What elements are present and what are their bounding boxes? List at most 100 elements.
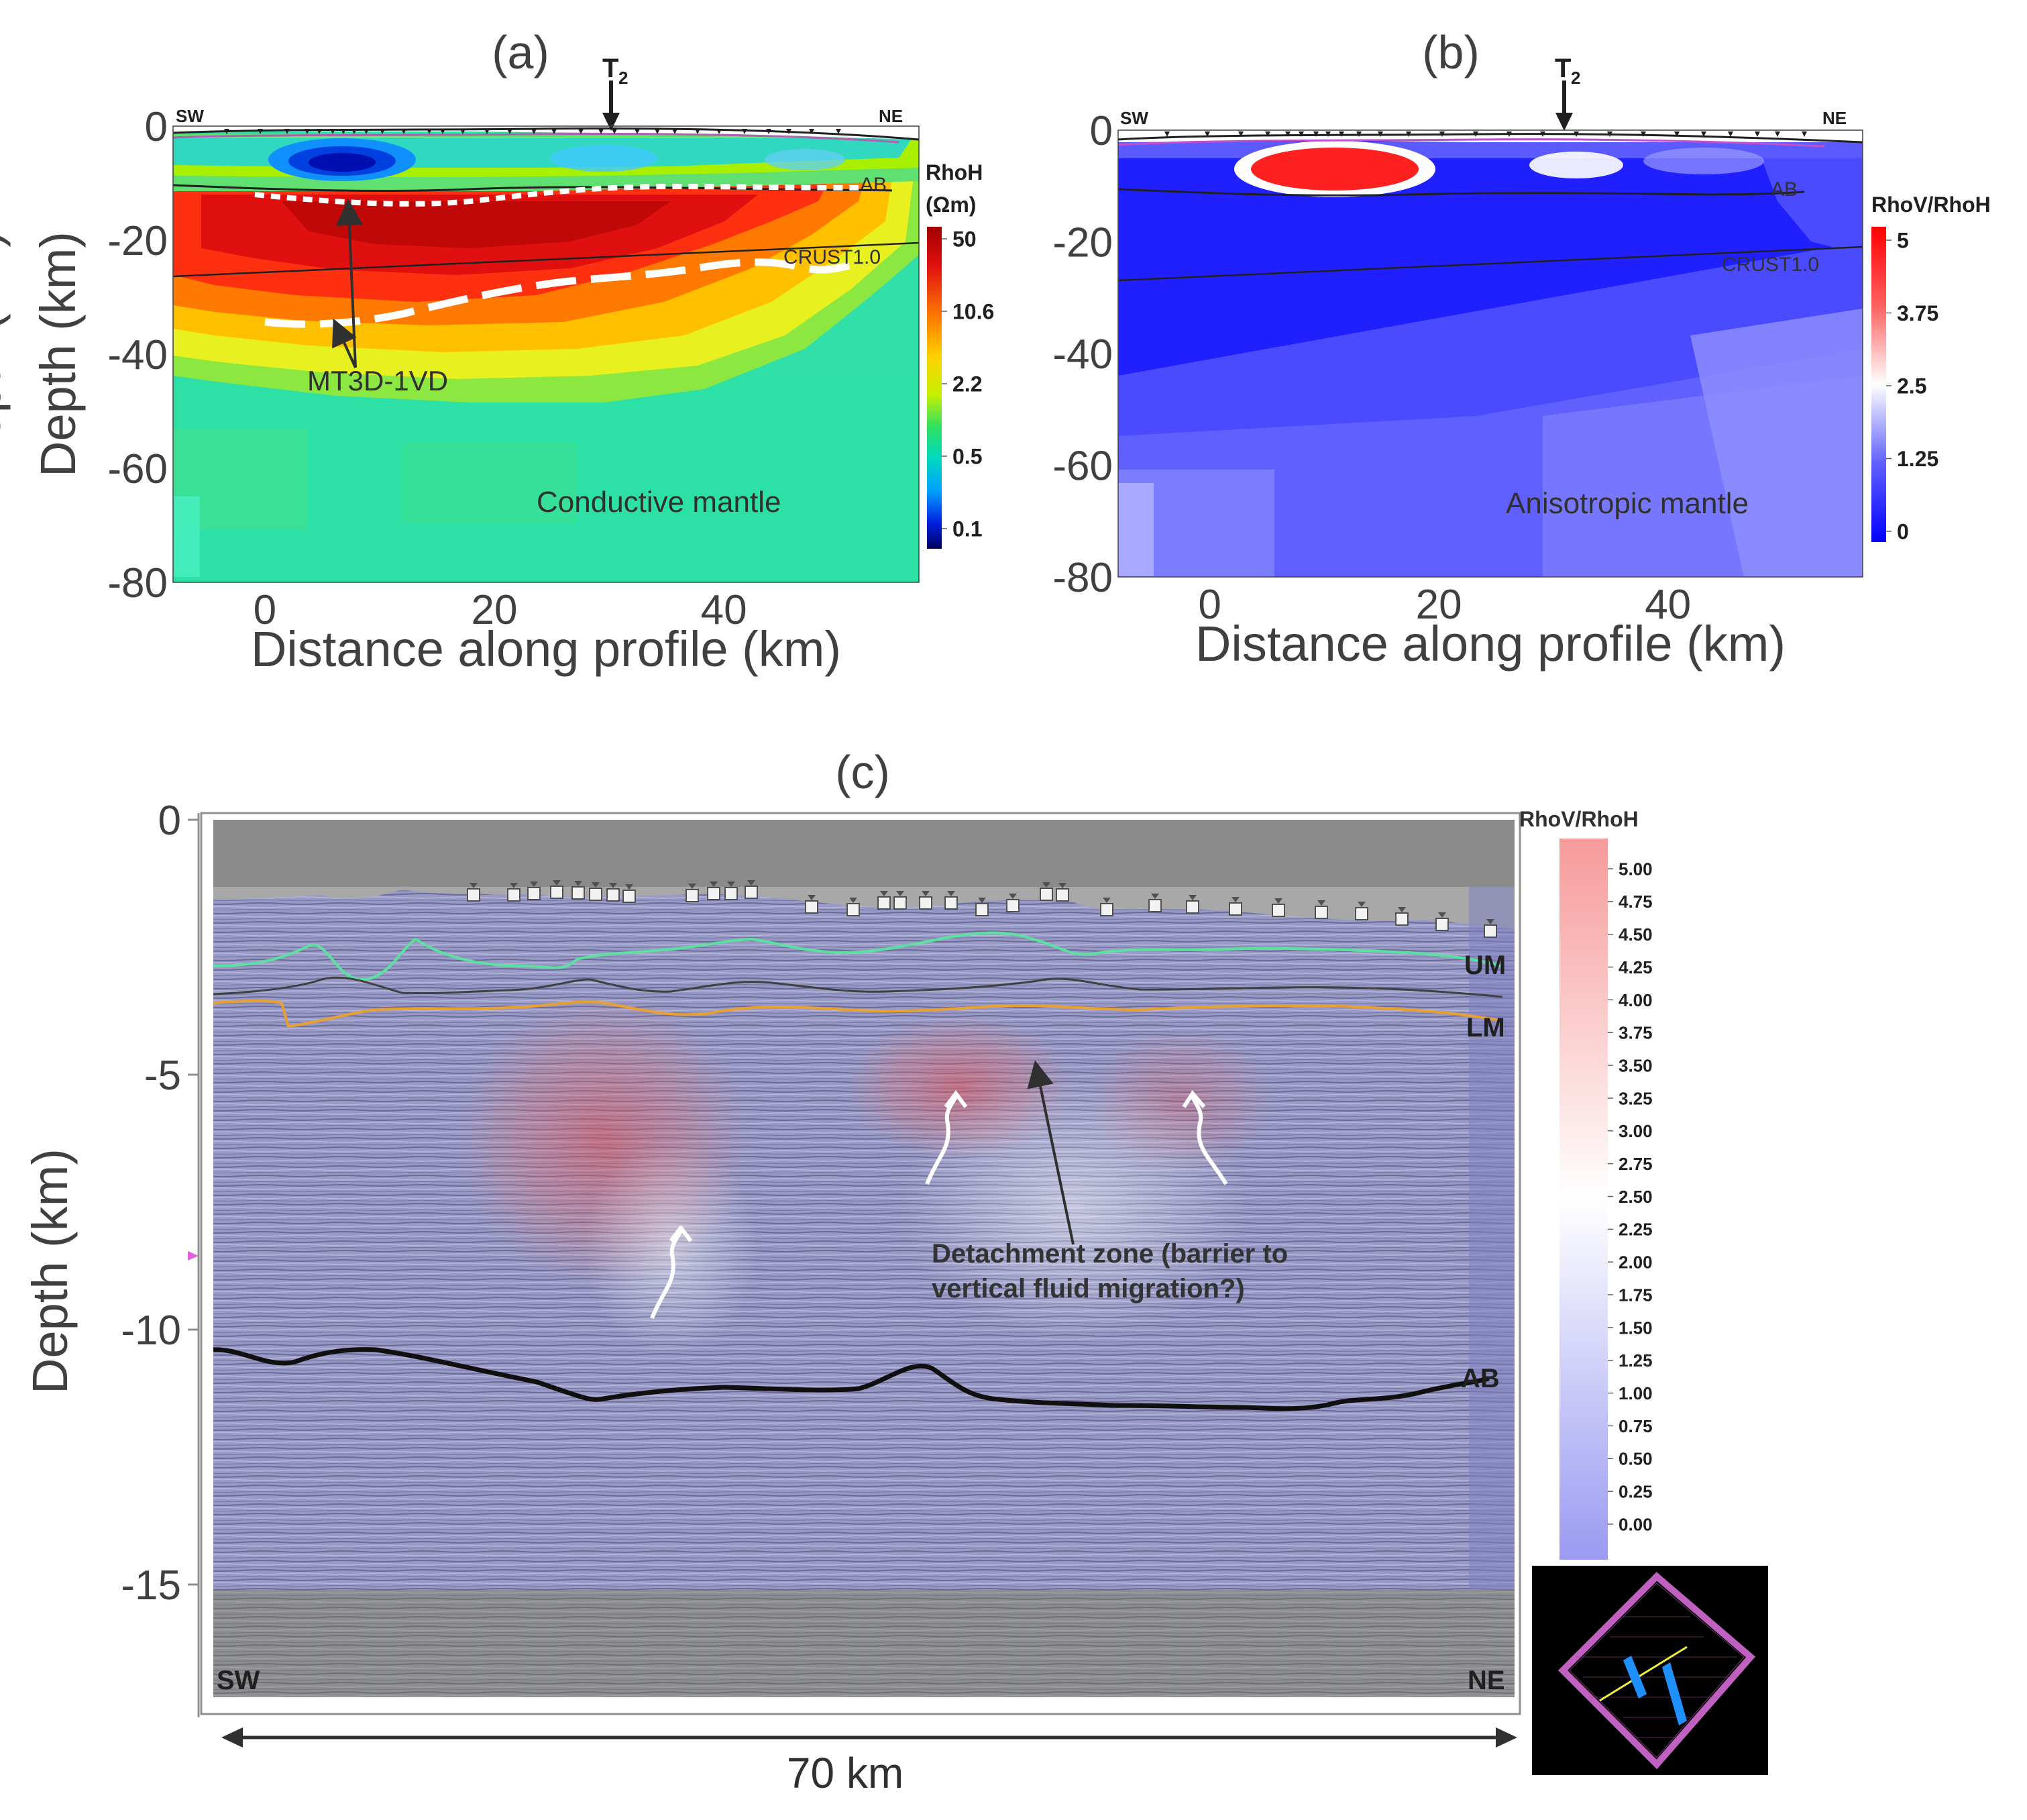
panel-c-colorbar: RhoV/RhoH 5.00 4.75 4.50 4.25 4.00 3.75 3.50 3.… [1519, 807, 1653, 1560]
panel-a-stations [224, 129, 841, 134]
panel-a-colorbar-title-1: RhoH [926, 160, 983, 184]
scale-bar-label: 70 km [787, 1749, 903, 1797]
y-tick-label: -40 [1052, 331, 1113, 378]
colorbar-tick-label: 4.50 [1619, 924, 1653, 945]
station-marker [786, 129, 791, 134]
x-tick-label: 20 [1416, 582, 1462, 628]
station-marker [1473, 131, 1478, 137]
station-marker [351, 129, 357, 134]
y-tick-label: -20 [107, 218, 168, 264]
panel-a-station-marker-sub: 2 [618, 68, 628, 88]
station-marker [589, 888, 602, 901]
scale-bar: 70 km [221, 1727, 1517, 1797]
x-tick-label: 20 [472, 587, 518, 633]
panel-b-crust-label: CRUST1.0 [1722, 254, 1819, 276]
station-marker [305, 129, 310, 134]
panel-a-plot [172, 81, 920, 583]
panel-b-ab-label: AB [1771, 178, 1798, 201]
panel-c-label: (c) [835, 746, 890, 798]
horizon-um-label: UM [1464, 951, 1506, 980]
station-marker [1186, 900, 1199, 914]
colorbar-tick-label: 4.25 [1619, 957, 1653, 977]
station-marker [1755, 131, 1760, 137]
station-marker [1100, 903, 1113, 916]
panel-c-stations [467, 880, 1497, 938]
panel-b: (b) T [0, 26, 1991, 672]
station-marker [877, 896, 891, 910]
colorbar-tick-label: 50 [952, 227, 977, 252]
colorbar-tick-label: 1.25 [1619, 1350, 1653, 1371]
station-marker [606, 888, 620, 902]
panel-a: (a) [30, 26, 994, 677]
colorbar-tick-label: 5 [1897, 229, 1909, 253]
station-marker [1435, 918, 1449, 931]
station-marker [707, 887, 720, 900]
x-tick-label: 40 [701, 587, 747, 633]
station-marker [1265, 131, 1270, 137]
station-marker [571, 886, 585, 900]
y-axis-label: Depth (km) [0, 231, 11, 476]
panel-a-colorbar: RhoH (Ωm) 50 10.6 2.2 0.5 0.1 [926, 160, 994, 549]
station-marker [1701, 131, 1706, 137]
station-marker [1238, 131, 1244, 137]
panel-a-mantle-label: Conductive mantle [537, 486, 781, 519]
y-tick-label: -80 [107, 560, 168, 606]
colorbar-tick-label: 3.25 [1619, 1088, 1653, 1108]
colorbar-tick-label: 10.6 [952, 300, 994, 324]
station-marker [1506, 131, 1512, 137]
panel-b-station-marker: T [1555, 54, 1571, 83]
y-tick-label: -60 [107, 446, 168, 492]
panel-c-dir-sw: SW [217, 1666, 260, 1695]
colorbar-tick-label: 2.2 [952, 372, 982, 396]
station-marker [467, 888, 480, 902]
station-marker [919, 896, 932, 910]
fluid-arrows [650, 1089, 1228, 1320]
station-marker [1285, 131, 1291, 137]
station-marker [1205, 131, 1210, 137]
colorbar-tick-label: 3.50 [1619, 1055, 1653, 1075]
panel-b-dir-ne: NE [1822, 108, 1847, 128]
station-marker [612, 129, 617, 134]
panel-c: (c) [22, 746, 1768, 1797]
y-tick-label: -20 [1052, 220, 1113, 266]
station-marker [341, 129, 346, 134]
colorbar-tick-label: 5.00 [1619, 859, 1653, 879]
station-marker [1439, 131, 1445, 137]
station-marker [809, 129, 814, 134]
y-axis-label: Depth (km) [30, 231, 86, 477]
panel-c-plot [188, 812, 1521, 1715]
station-marker [1378, 131, 1383, 137]
panel-b-colorbar-title: RhoV/RhoH [1871, 193, 1991, 217]
colorbar-tick-label: 1.50 [1619, 1318, 1653, 1338]
station-marker [622, 890, 636, 903]
panel-a-dir-ne: NE [879, 106, 903, 126]
station-marker [484, 129, 490, 134]
x-tick-label: 0 [1198, 582, 1221, 628]
panel-a-station-marker: T [602, 54, 618, 83]
station-marker [507, 888, 521, 902]
detachment-label-1: Detachment zone (barrier to [932, 1239, 1288, 1269]
station-marker [1325, 131, 1331, 137]
station-marker [598, 129, 604, 134]
station-marker [635, 129, 640, 134]
colorbar-tick-label: 2.50 [1619, 1187, 1653, 1207]
y-tick-label: -80 [1052, 555, 1113, 601]
colorbar-tick-label: 1.25 [1897, 447, 1938, 471]
panel-a-colorbar-title-2: (Ωm) [926, 193, 976, 217]
y-tick-label: -60 [1052, 443, 1113, 490]
panel-b-mantle-label: Anisotropic mantle [1506, 487, 1749, 520]
colorbar-tick-label: 2.00 [1619, 1252, 1653, 1273]
station-marker [1313, 131, 1319, 137]
station-marker [695, 129, 700, 134]
station-marker [1484, 924, 1497, 938]
station-marker [1006, 899, 1020, 912]
station-marker [1540, 131, 1545, 137]
panel-a-dir-sw: SW [176, 106, 204, 126]
station-marker [1395, 912, 1409, 926]
colorbar-tick-label: 3.00 [1619, 1121, 1653, 1141]
panel-b-dir-sw: SW [1120, 108, 1148, 128]
station-marker [427, 129, 432, 134]
panel-a-label: (a) [492, 26, 549, 78]
x-tick-label: 40 [1645, 582, 1691, 628]
